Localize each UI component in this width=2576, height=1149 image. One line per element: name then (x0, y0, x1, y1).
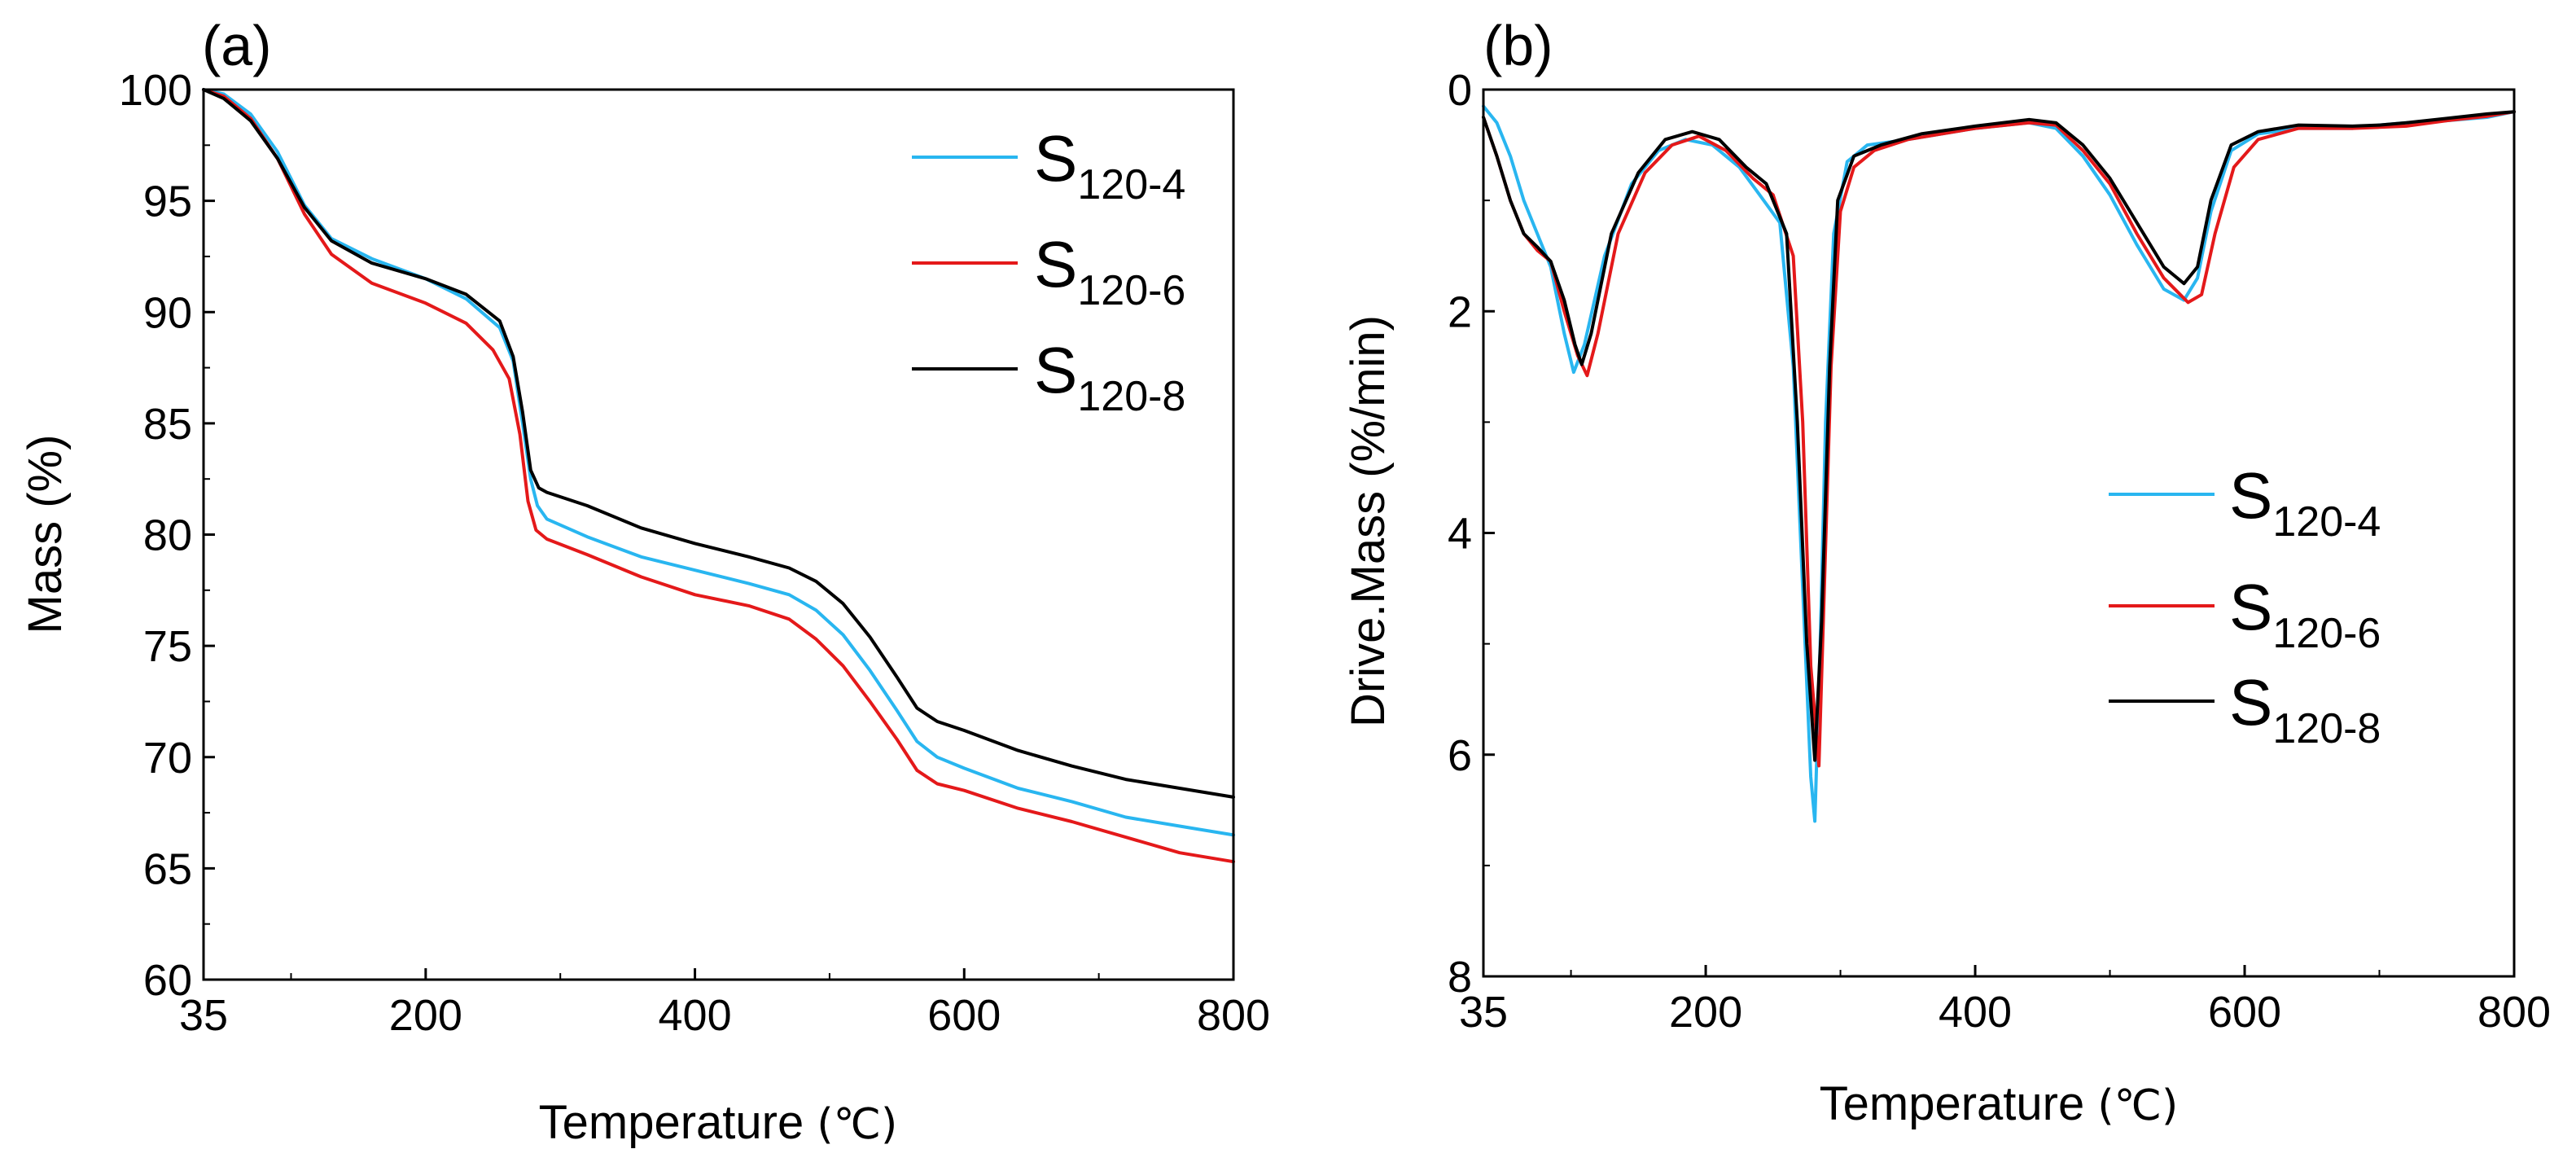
panel-b-legend-label-s120-4: S120-4 (2229, 459, 2381, 546)
panel-b-x-tick-label: 600 (2208, 988, 2281, 1037)
panel-a-x-tick-label: 800 (1197, 991, 1270, 1040)
panel-a-y-tick-label: 85 (143, 400, 192, 449)
panel-b-y-tick-label: 0 (1448, 66, 1472, 115)
panel-b-x-tick-label: 200 (1669, 988, 1742, 1037)
panel-b-x-tick-label: 800 (2477, 988, 2551, 1037)
panel-b-tick-labels: 35 200 400 600 800 0 2 4 6 8 (1448, 66, 2551, 1037)
panel-a-series-s120-8 (202, 88, 1235, 799)
panel-b-y-tick-label: 8 (1448, 953, 1472, 1002)
panel-a-y-tick-label: 65 (143, 844, 192, 893)
panel-a-tick-labels: 35 200 400 600 800 60 65 70 75 80 85 90 95 100 (119, 66, 1270, 1040)
panel-b-x-tick-label: 35 (1459, 988, 1508, 1037)
panel-a-legend-label-s120-8: S120-8 (1034, 334, 1185, 420)
panel-a-mass-chart: (a) 35 200 400 600 800 60 65 70 75 80 85 90 95 100 Te… (19, 14, 1270, 1149)
panel-a-y-tick-label: 70 (143, 734, 192, 783)
panel-b-y-tick-label: 2 (1448, 287, 1472, 336)
panel-a-legend-label-s120-6: S120-6 (1034, 228, 1185, 314)
panel-a-x-tick-label: 400 (659, 991, 732, 1040)
panel-a-label: (a) (202, 14, 272, 77)
panel-a-x-tick-label: 200 (389, 991, 462, 1040)
panel-b-legend-label-s120-8: S120-8 (2229, 666, 2381, 752)
panel-a-ticks (202, 88, 1235, 981)
panel-b-x-axis-label: Temperature (1820, 1077, 2085, 1130)
panel-a-y-tick-label: 60 (143, 956, 192, 1005)
panel-a-frame (202, 88, 1235, 981)
panel-b-frame (1482, 88, 2516, 978)
panel-b-legend-label-s120-6: S120-6 (2229, 571, 2381, 657)
panel-a-x-axis-title: Temperature (℃) (539, 1096, 898, 1149)
panel-b-label: (b) (1483, 14, 1553, 77)
panel-a-y-tick-label: 90 (143, 288, 192, 337)
panel-b-x-axis-title: Temperature (℃) (1820, 1077, 2179, 1130)
panel-a-series-s120-6 (202, 88, 1235, 864)
panel-a-y-tick-label: 95 (143, 178, 192, 226)
panel-b-series-s120-8 (1482, 110, 2516, 762)
panel-b-x-tick-label: 400 (1939, 988, 2012, 1037)
panel-b-y-tick-label: 4 (1448, 510, 1472, 559)
panel-a-x-tick-label: 35 (179, 991, 228, 1040)
panel-a-y-tick-label: 100 (119, 66, 192, 115)
panel-b-series-s120-6 (1482, 110, 2516, 768)
panel-a-y-tick-label: 80 (143, 511, 192, 560)
panel-a-series-lines (202, 88, 1235, 864)
panel-a-x-axis-label: Temperature (539, 1096, 804, 1149)
panel-b-x-axis-unit: (℃) (2097, 1081, 2178, 1130)
panel-a-x-tick-label: 600 (927, 991, 1001, 1040)
panel-a-legend-label-s120-4: S120-4 (1034, 122, 1185, 208)
panel-b-y-tick-label: 6 (1448, 731, 1472, 780)
panel-a-series-s120-4 (202, 88, 1235, 837)
panel-a-legend: S120-4 S120-6 S120-8 (912, 122, 1185, 420)
panel-a-x-axis-unit: (℃) (817, 1100, 897, 1149)
panel-a-y-axis-title: Mass (%) (19, 435, 72, 634)
panel-a-y-tick-label: 75 (143, 622, 192, 671)
panel-b-legend: S120-4 S120-6 S120-8 (2109, 459, 2381, 752)
panel-b-y-axis-title: Drive.Mass (%/min) (1342, 315, 1395, 727)
panel-b-series-lines (1482, 104, 2516, 823)
